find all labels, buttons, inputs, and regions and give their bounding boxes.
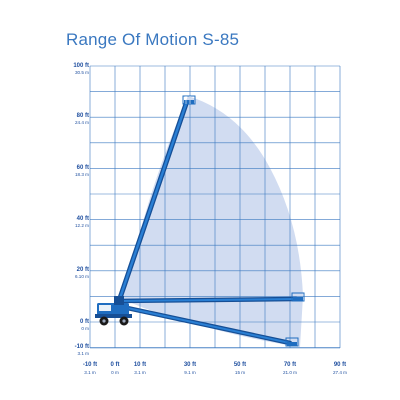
diagram-title: Range Of Motion S-85	[66, 30, 240, 49]
x-label-30ft-m: 9.1 m	[184, 370, 196, 375]
x-label-70ft-m: 21.0 m	[283, 370, 297, 375]
x-label-50ft: 50 ft	[234, 362, 246, 368]
y-label-minus10ft-m: 3.1 m	[78, 351, 90, 356]
y-label-20ft-m: 6.10 m	[75, 274, 89, 279]
boom-max-height	[117, 101, 189, 301]
y-label-40ft-m: 12.2 m	[75, 223, 89, 228]
x-label-10ft: 10 ft	[134, 362, 146, 368]
y-label-80ft-m: 24.4 m	[75, 120, 89, 125]
y-label-0ft-m: 0 m	[81, 326, 89, 331]
x-label-0ft: 0 ft	[111, 362, 120, 368]
y-label-100ft: 100 ft	[73, 63, 89, 69]
platform-top	[182, 95, 196, 105]
platform-horizontal	[291, 292, 305, 302]
y-label-20ft: 20 ft	[77, 267, 89, 273]
x-label-90ft: 90 ft	[334, 362, 346, 368]
y-label-60ft: 60 ft	[77, 165, 89, 171]
platform-below-grade	[285, 337, 299, 347]
y-label-80ft: 80 ft	[77, 113, 89, 119]
boom-horizontal	[117, 296, 299, 304]
y-label-100ft-m: 30.5 m	[75, 70, 89, 75]
y-label-40ft: 40 ft	[77, 216, 89, 222]
x-label-50ft-m: 15 m	[235, 370, 245, 375]
y-label-0ft: 0 ft	[80, 319, 89, 325]
x-label-30ft: 30 ft	[184, 362, 196, 368]
x-label-0ft-m: 0 m	[111, 370, 119, 375]
x-label-10ft-m: 3.1 m	[134, 370, 146, 375]
x-label-70ft: 70 ft	[284, 362, 296, 368]
x-label-minus10ft-m: 3.1 m	[84, 370, 96, 375]
x-label-90ft-m: 27.4 m	[333, 370, 347, 375]
x-label-minus10ft: -10 ft	[83, 362, 97, 368]
machine-base	[95, 296, 132, 326]
y-label-60ft-m: 18.3 m	[75, 172, 89, 177]
boom-below-grade	[115, 303, 293, 346]
y-label-minus10ft: -10 ft	[75, 344, 89, 350]
